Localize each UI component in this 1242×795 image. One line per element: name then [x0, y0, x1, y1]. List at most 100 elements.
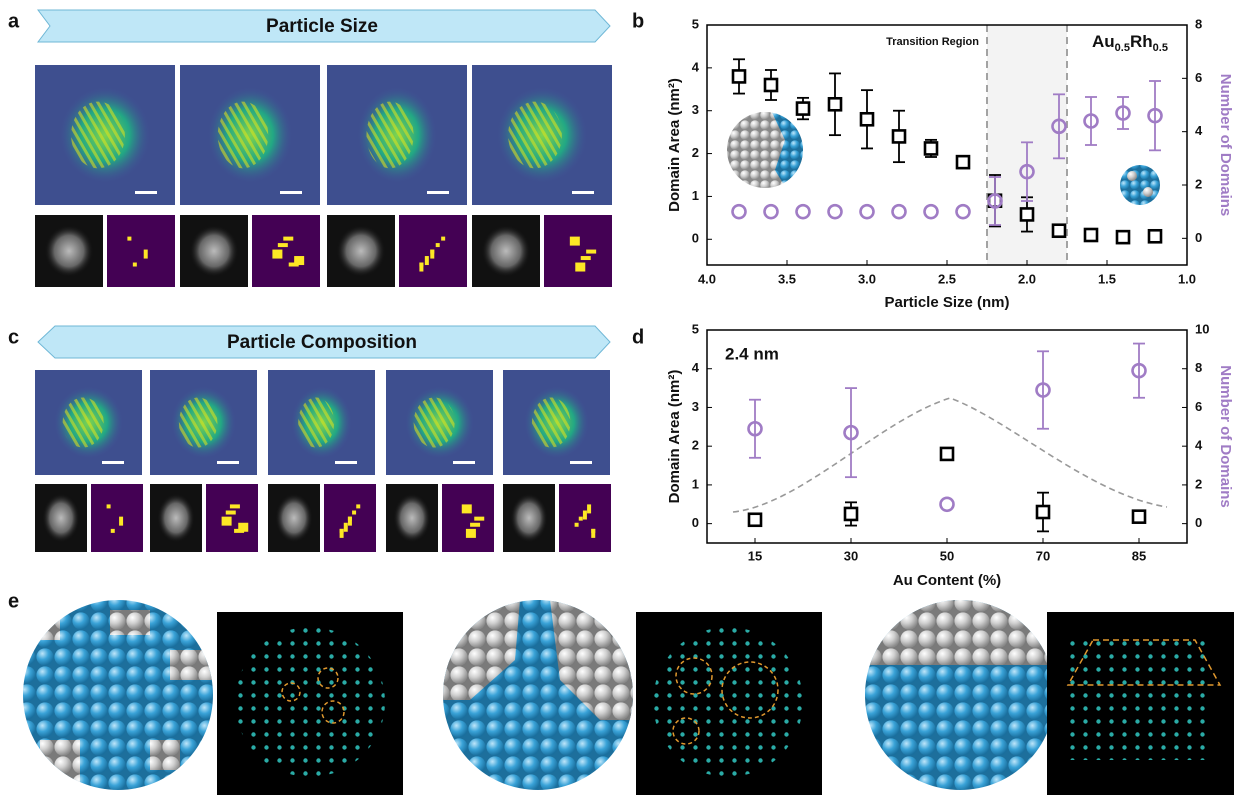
y2-tick-label: 4	[1195, 438, 1203, 453]
x-axis-title: Au Content (%)	[893, 572, 1001, 589]
y2-tick-label: 0	[1195, 515, 1202, 530]
y-tick-label: 0	[692, 515, 699, 530]
data-point	[1085, 229, 1097, 241]
scale-bar	[570, 461, 592, 464]
y2-tick-label: 8	[1195, 16, 1202, 31]
y-tick-label: 4	[692, 59, 700, 74]
banner-text: Particle Composition	[227, 332, 417, 353]
domain-pixel	[133, 263, 137, 267]
x-tick-label: 4.0	[698, 271, 716, 286]
y2-tick-label: 6	[1195, 70, 1202, 85]
y-axis-title: Domain Area (nm²)	[666, 370, 683, 504]
domain-pixel	[289, 263, 299, 267]
banner-text: Particle Size	[266, 16, 378, 37]
particle-lattice	[298, 398, 334, 448]
panel-label: b	[632, 10, 644, 32]
data-point	[1053, 225, 1065, 237]
y-tick-label: 3	[692, 102, 699, 117]
y2-tick-label: 2	[1195, 176, 1202, 191]
nanoparticle-model	[440, 600, 640, 795]
y-tick-label: 0	[692, 231, 699, 246]
diffraction-image	[217, 612, 403, 795]
diffraction-image	[1047, 612, 1234, 795]
scale-bar	[280, 191, 302, 194]
domain-pixel	[583, 511, 587, 520]
domain-pixel	[579, 517, 583, 521]
particle-lattice	[179, 398, 218, 448]
domain-pixel	[278, 243, 288, 247]
composition-part: Rh	[1130, 32, 1153, 51]
composition-label: Au0.5Rh0.5	[1092, 32, 1168, 53]
data-point	[1037, 506, 1049, 518]
domain-pixel	[230, 504, 240, 508]
particle	[42, 494, 79, 543]
domain-pixel	[575, 523, 579, 527]
domain-pixel	[352, 511, 356, 515]
page: {"panels": {"a": {"label": "a", "banner"…	[0, 0, 1242, 795]
domain-pixel	[348, 517, 352, 526]
y2-tick-label: 4	[1195, 123, 1203, 138]
x-tick-label: 50	[940, 548, 954, 563]
data-point	[893, 130, 905, 142]
domain-pixel	[587, 504, 591, 513]
x-axis-title: Particle Size (nm)	[884, 294, 1009, 311]
data-point	[1133, 511, 1145, 523]
domain-pixel	[234, 529, 244, 533]
x-tick-label: 2.5	[938, 271, 956, 286]
data-point	[957, 205, 970, 218]
domain-pixel	[462, 504, 472, 513]
data-point	[957, 156, 969, 168]
y2-tick-label: 8	[1195, 360, 1202, 375]
particle	[45, 225, 94, 277]
y2-tick-label: 2	[1195, 476, 1202, 491]
x-tick-label: 1.0	[1178, 271, 1196, 286]
data-point	[1021, 208, 1033, 220]
particle	[157, 494, 194, 543]
panel-label: c	[8, 326, 19, 348]
x-tick-label: 30	[844, 548, 858, 563]
figure: a Particle Size b c Particle Composition…	[0, 0, 1242, 795]
data-point	[829, 205, 842, 218]
x-tick-label: 2.0	[1018, 271, 1036, 286]
y-tick-label: 1	[692, 188, 699, 203]
domain-map	[107, 215, 175, 287]
domain-pixel	[425, 256, 429, 265]
data-point	[925, 205, 938, 218]
domain-pixel	[466, 529, 476, 538]
composition-part: 0.5	[1153, 42, 1168, 54]
particle	[275, 494, 312, 543]
y-tick-label: 5	[692, 321, 699, 336]
y-tick-label: 3	[692, 399, 699, 414]
domain-pixel	[272, 250, 282, 259]
domain-pixel	[436, 243, 440, 247]
data-point	[941, 448, 953, 460]
domain-map	[252, 215, 320, 287]
data-point	[797, 205, 810, 218]
y2-tick-label: 10	[1195, 321, 1209, 336]
y-tick-label: 5	[692, 16, 699, 31]
particle-lattice	[218, 102, 268, 169]
inset-particle	[727, 108, 1160, 205]
data-point	[829, 98, 841, 110]
domain-map	[206, 484, 258, 552]
nanoparticle-model	[20, 600, 215, 795]
y-tick-label: 2	[692, 145, 699, 160]
data-point	[845, 508, 857, 520]
domain-pixel	[586, 250, 596, 254]
domain-pixel	[144, 250, 148, 259]
data-point	[765, 205, 778, 218]
domain-pixel	[581, 256, 591, 260]
particle-lattice	[414, 398, 455, 448]
data-point	[1117, 231, 1129, 243]
error-bar	[749, 400, 761, 458]
data-point	[861, 113, 873, 125]
y2-tick-label: 0	[1195, 230, 1202, 245]
annotation: Transition Region	[886, 36, 979, 48]
panel-label: a	[8, 10, 20, 32]
domain-pixel	[591, 529, 595, 538]
data-point	[893, 205, 906, 218]
error-bar	[1037, 351, 1049, 428]
domain-pixel	[356, 504, 360, 508]
particle-lattice	[366, 102, 413, 169]
data-point	[749, 514, 761, 526]
